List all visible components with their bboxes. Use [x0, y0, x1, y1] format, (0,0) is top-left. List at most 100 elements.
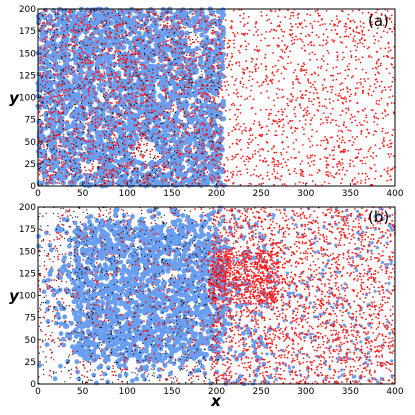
red-dot [287, 56, 290, 58]
red-dot [330, 29, 333, 32]
red-dot [146, 15, 149, 18]
red-dot [206, 112, 208, 114]
red-dot [382, 138, 385, 141]
red-dot [315, 88, 317, 91]
red-dot [265, 66, 267, 68]
red-dot [113, 124, 115, 127]
red-dot [244, 126, 247, 129]
red-dot [62, 163, 65, 166]
red-dot [83, 85, 86, 88]
red-dot [69, 73, 72, 76]
red-dot [52, 137, 54, 140]
red-dot [243, 72, 245, 74]
red-dot [387, 86, 390, 89]
red-dot [94, 99, 97, 102]
red-dot [206, 171, 209, 174]
red-dot [52, 55, 55, 58]
red-dot [91, 163, 93, 166]
red-dot [351, 121, 353, 124]
red-dot [275, 163, 278, 166]
red-dot [254, 149, 256, 152]
red-dot [86, 123, 89, 126]
red-dot [120, 44, 123, 47]
blue-dot [205, 180, 211, 186]
red-dot [335, 32, 338, 35]
red-dot [160, 105, 162, 108]
red-dot [311, 27, 314, 29]
red-dot [343, 97, 345, 100]
red-dot [295, 35, 297, 38]
red-dot [121, 109, 123, 112]
red-dot [286, 45, 289, 48]
red-dot [227, 42, 229, 45]
red-dot [282, 126, 284, 129]
red-dot [47, 28, 50, 30]
red-dot [309, 154, 312, 157]
red-dot [224, 76, 227, 78]
red-dot [237, 108, 240, 111]
blue-dot [135, 113, 141, 119]
red-dot [304, 107, 307, 110]
red-dot [56, 51, 59, 54]
red-dot [102, 87, 105, 90]
red-dot [207, 24, 210, 27]
red-dot [339, 95, 342, 97]
red-dot [111, 11, 114, 14]
red-dot [239, 183, 242, 186]
red-dot [264, 37, 266, 40]
red-dot [245, 158, 248, 161]
red-dot [371, 67, 374, 70]
red-dot [185, 146, 188, 149]
red-dot [201, 114, 204, 116]
red-dot [283, 31, 286, 33]
red-dot [64, 162, 67, 165]
red-dot [136, 95, 139, 98]
red-dot [213, 56, 216, 58]
red-dot [316, 171, 319, 174]
red-dot [375, 61, 378, 63]
red-dot [345, 98, 347, 100]
red-dot [272, 37, 275, 40]
blue-dot [121, 113, 127, 119]
red-dot [310, 160, 313, 163]
red-dot [335, 124, 338, 126]
red-dot [287, 62, 289, 65]
red-dot [224, 85, 227, 88]
red-dot [153, 34, 156, 37]
red-dot [273, 183, 275, 186]
red-dot [360, 133, 363, 135]
red-dot [392, 66, 395, 69]
red-dot [172, 110, 174, 112]
red-dot [366, 156, 368, 159]
red-dot [227, 134, 230, 137]
red-dot [332, 79, 335, 82]
red-dot [248, 157, 251, 160]
red-dot [342, 166, 345, 169]
red-dot [182, 66, 185, 69]
red-dot [349, 163, 351, 165]
red-dot [272, 52, 274, 54]
red-dot [259, 159, 261, 162]
red-dot [92, 79, 95, 82]
red-dot [163, 59, 166, 62]
red-dot [364, 178, 367, 181]
red-dot [106, 102, 109, 104]
red-dot [154, 176, 156, 179]
red-dot [246, 97, 249, 100]
red-dot [350, 113, 353, 116]
red-dot [133, 133, 136, 136]
red-dot [364, 172, 367, 175]
red-dot [137, 51, 140, 54]
red-dot [131, 101, 134, 104]
red-dot [198, 20, 201, 22]
red-dot [242, 155, 244, 158]
red-dot [48, 179, 51, 182]
red-dot [383, 168, 386, 171]
red-dot [221, 73, 224, 75]
red-dot [277, 46, 279, 48]
blue-dot [102, 147, 108, 153]
red-dot [311, 129, 314, 131]
red-dot [265, 108, 268, 111]
red-dot [192, 67, 195, 69]
